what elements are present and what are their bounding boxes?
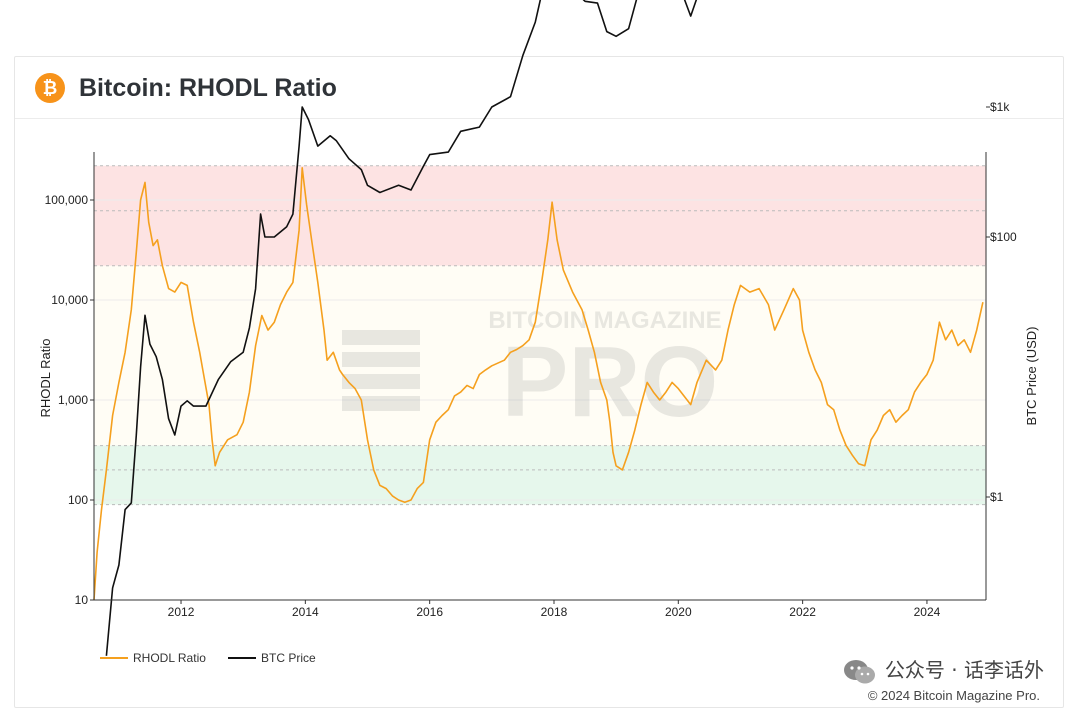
bitcoin-logo-icon: ₿ <box>35 73 65 103</box>
left-tick-label: 100,000 <box>45 193 89 207</box>
legend-label: BTC Price <box>261 651 316 665</box>
watermark-top-text: BITCOIN MAGAZINE <box>488 307 721 334</box>
legend-label: RHODL Ratio <box>133 651 206 665</box>
left-axis-title: RHODL Ratio <box>38 339 53 418</box>
x-tick-label: 2016 <box>416 605 443 619</box>
right-tick-label: $100 <box>990 230 1017 244</box>
watermark: BITCOIN MAGAZINE PRO <box>342 307 722 438</box>
chart-title: Bitcoin: RHODL Ratio <box>79 74 337 102</box>
series-line-btc-price <box>105 0 698 656</box>
card-header: ₿ Bitcoin: RHODL Ratio <box>15 57 1063 119</box>
band-buy <box>94 445 986 505</box>
channel-name: 公众号 · 话李话外 <box>884 658 1044 682</box>
watermark-logo-icon <box>342 330 420 411</box>
axes: 101001,00010,000100,000$1$100$1k$10k$100… <box>38 100 1039 619</box>
x-tick-label: 2012 <box>168 605 195 619</box>
right-tick-label: $1k <box>990 100 1010 114</box>
legend: RHODL Ratio BTC Price <box>100 651 316 665</box>
series-layer <box>93 0 984 656</box>
band-sell <box>94 165 986 266</box>
left-tick-label: 1,000 <box>58 393 88 407</box>
right-tick-label: $1 <box>990 490 1004 504</box>
series-line-rhodl-ratio <box>93 167 984 601</box>
left-tick-label: 100 <box>68 493 88 507</box>
channel-watermark: 公众号 · 话李话外 <box>843 654 1044 685</box>
right-axis-title: BTC Price (USD) <box>1024 327 1039 426</box>
copyright-text: © 2024 Bitcoin Magazine Pro. <box>867 688 1040 703</box>
left-tick-label: 10 <box>75 593 89 607</box>
x-tick-label: 2018 <box>541 605 568 619</box>
left-tick-label: 10,000 <box>51 293 88 307</box>
x-tick-label: 2022 <box>789 605 816 619</box>
x-tick-label: 2020 <box>665 605 692 619</box>
wechat-icon <box>843 659 875 683</box>
x-tick-label: 2024 <box>914 605 941 619</box>
x-tick-label: 2014 <box>292 605 319 619</box>
